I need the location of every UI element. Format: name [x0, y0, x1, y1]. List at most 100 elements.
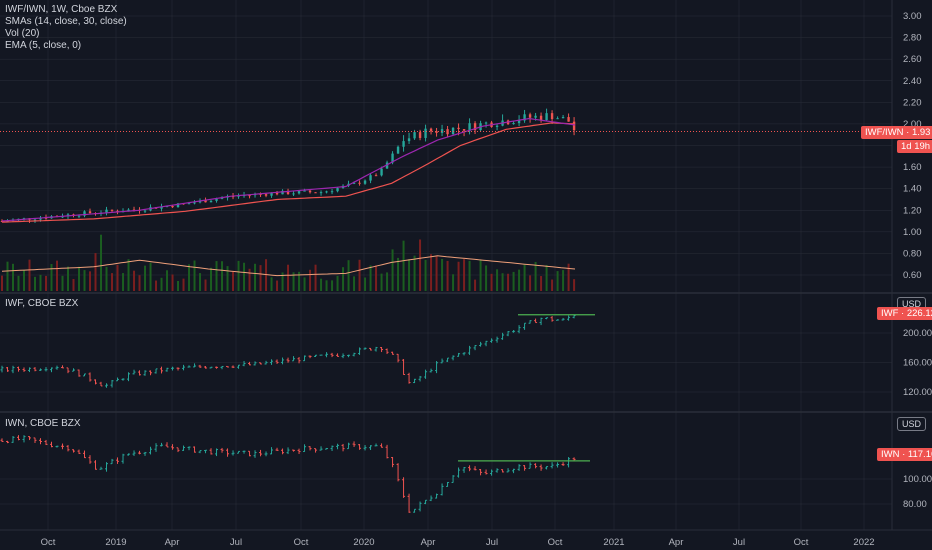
volume-bar — [507, 273, 510, 291]
volume-bar — [199, 273, 202, 291]
candle-body — [308, 190, 312, 193]
volume-bar — [391, 249, 394, 291]
volume-bar — [435, 256, 438, 291]
volume-bar — [122, 273, 125, 291]
candle-body — [270, 192, 273, 196]
indicator-ema[interactable]: EMA (5, close, 0) — [5, 40, 82, 51]
candle-body — [462, 129, 466, 131]
volume-bar — [215, 261, 218, 291]
volume-bar — [479, 260, 482, 291]
candle-body — [110, 209, 114, 211]
candle-body — [209, 200, 213, 203]
volume-bar — [23, 270, 26, 291]
volume-bar — [259, 265, 262, 291]
volume-bar — [545, 264, 548, 291]
candle-body — [396, 146, 400, 154]
y-tick-label: 100.00 — [903, 474, 932, 485]
volume-bar — [17, 275, 20, 291]
candle-body — [297, 191, 301, 194]
volume-bar — [210, 267, 213, 291]
candle-body — [259, 193, 262, 195]
candle-body — [352, 182, 356, 184]
volume-bar — [369, 265, 372, 291]
volume-bar — [567, 263, 570, 291]
x-tick-label: 2022 — [853, 537, 874, 548]
x-tick-label: 2021 — [603, 537, 624, 548]
pane1-title[interactable]: IWF/IWN, 1W, Cboe BZX — [5, 4, 118, 15]
volume-bar — [529, 275, 532, 291]
pane2-title[interactable]: IWF, CBOE BZX — [5, 298, 79, 309]
x-tick-label: Apr — [165, 537, 180, 548]
x-tick-label: Oct — [41, 537, 56, 548]
volume-bar — [386, 272, 389, 291]
candle-body — [303, 190, 306, 192]
volume-bar — [380, 273, 383, 291]
y-tick-label: 2.60 — [903, 54, 922, 65]
pane1-price-tag: IWF/IWN · 1.93 — [861, 126, 932, 139]
candle-body — [435, 131, 438, 133]
volume-ma-line — [1, 255, 576, 277]
volume-bar — [320, 278, 323, 291]
volume-bar — [171, 274, 174, 291]
volume-bar — [441, 258, 444, 291]
volume-bar — [39, 274, 42, 291]
indicator-sma[interactable]: SMAs (14, close, 30, close) — [5, 16, 127, 27]
volume-bar — [6, 261, 9, 291]
volume-bar — [133, 270, 136, 291]
candle-body — [534, 115, 537, 118]
pane3-currency-button[interactable]: USD — [896, 417, 926, 431]
y-tick-label: 2.80 — [903, 33, 922, 44]
candle-body — [413, 132, 416, 139]
candle-body — [187, 203, 191, 205]
volume-bar — [397, 257, 400, 291]
volume-bar — [188, 264, 191, 291]
candle-body — [275, 192, 279, 195]
y-tick-label: 2.00 — [903, 119, 922, 130]
sma-line — [1, 122, 576, 223]
candle-body — [314, 192, 317, 194]
candle-body — [539, 115, 543, 121]
indicator-vol[interactable]: Vol (20) — [5, 28, 40, 39]
pane3-price-tag: IWN · 117.16 — [877, 448, 932, 461]
candle-body — [440, 129, 444, 133]
x-tick-label: 2020 — [353, 537, 374, 548]
candle-body — [424, 128, 427, 138]
candle-body — [374, 175, 378, 177]
candle-body — [418, 132, 422, 138]
candle-body — [237, 195, 240, 197]
candle-body — [61, 216, 64, 218]
volume-bar — [111, 273, 114, 291]
candle-body — [407, 138, 411, 142]
volume-bar — [100, 234, 103, 291]
volume-bar — [166, 270, 169, 291]
volume-bar — [463, 259, 466, 291]
volume-bar — [226, 266, 229, 291]
volume-bar — [182, 278, 185, 291]
candle-body — [286, 190, 290, 195]
volume-bar — [303, 277, 306, 291]
volume-bar — [149, 262, 152, 291]
volume-bar — [270, 277, 273, 291]
volume-bar — [540, 276, 543, 291]
volume-bar — [232, 271, 235, 291]
volume-bar — [78, 266, 81, 291]
volume-bar — [457, 261, 460, 291]
candle-body — [528, 114, 532, 118]
volume-bar — [408, 259, 411, 291]
candle-body — [88, 211, 92, 214]
volume-bar — [56, 260, 59, 291]
volume-bar — [94, 253, 97, 291]
candle-body — [127, 209, 130, 212]
x-tick-label: Oct — [794, 537, 809, 548]
volume-bar — [193, 260, 196, 291]
volume-bar — [474, 279, 477, 291]
volume-bar — [490, 273, 493, 291]
candle-body — [281, 190, 284, 195]
volume-bar — [72, 279, 75, 291]
volume-bar — [573, 279, 576, 291]
pane3-title[interactable]: IWN, CBOE BZX — [5, 418, 81, 429]
candle-body — [556, 118, 559, 120]
volume-bar — [523, 264, 526, 291]
candle-body — [363, 180, 367, 184]
